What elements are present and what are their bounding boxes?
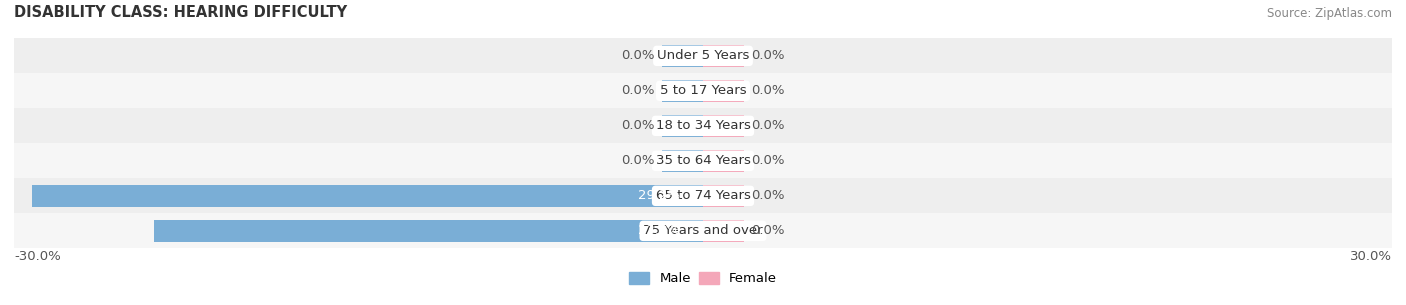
Bar [703,220,744,242]
Bar [14,214,1392,248]
Text: 35 to 64 Years: 35 to 64 Years [655,154,751,167]
Bar [14,178,1392,213]
Legend: Male, Female: Male, Female [624,267,782,290]
Text: 0.0%: 0.0% [751,224,785,237]
Text: 18 to 34 Years: 18 to 34 Years [655,119,751,132]
Text: 0.0%: 0.0% [751,154,785,167]
Bar [14,143,1392,178]
Bar [703,185,744,207]
Text: 0.0%: 0.0% [751,189,785,202]
Text: Under 5 Years: Under 5 Years [657,49,749,62]
Bar [703,115,744,137]
Bar [155,220,703,242]
Text: 0.0%: 0.0% [751,84,785,97]
Text: 29.2%: 29.2% [638,189,681,202]
Text: 23.9%: 23.9% [638,224,681,237]
Text: 0.0%: 0.0% [621,49,655,62]
Bar [703,80,744,102]
Text: 5 to 17 Years: 5 to 17 Years [659,84,747,97]
Text: 0.0%: 0.0% [621,119,655,132]
Bar [14,73,1392,108]
Text: 0.0%: 0.0% [751,119,785,132]
Bar [14,38,1392,73]
Bar [662,115,703,137]
Bar [703,150,744,172]
Text: 75 Years and over: 75 Years and over [643,224,763,237]
Text: Source: ZipAtlas.com: Source: ZipAtlas.com [1267,6,1392,20]
Bar [662,80,703,102]
Bar [14,108,1392,143]
Text: 0.0%: 0.0% [621,154,655,167]
Text: 30.0%: 30.0% [1350,250,1392,263]
Text: 0.0%: 0.0% [621,84,655,97]
Bar [32,185,703,207]
Text: 65 to 74 Years: 65 to 74 Years [655,189,751,202]
Bar [662,45,703,67]
Bar [703,45,744,67]
Text: 0.0%: 0.0% [751,49,785,62]
Bar [662,150,703,172]
Text: DISABILITY CLASS: HEARING DIFFICULTY: DISABILITY CLASS: HEARING DIFFICULTY [14,5,347,20]
Text: -30.0%: -30.0% [14,250,60,263]
